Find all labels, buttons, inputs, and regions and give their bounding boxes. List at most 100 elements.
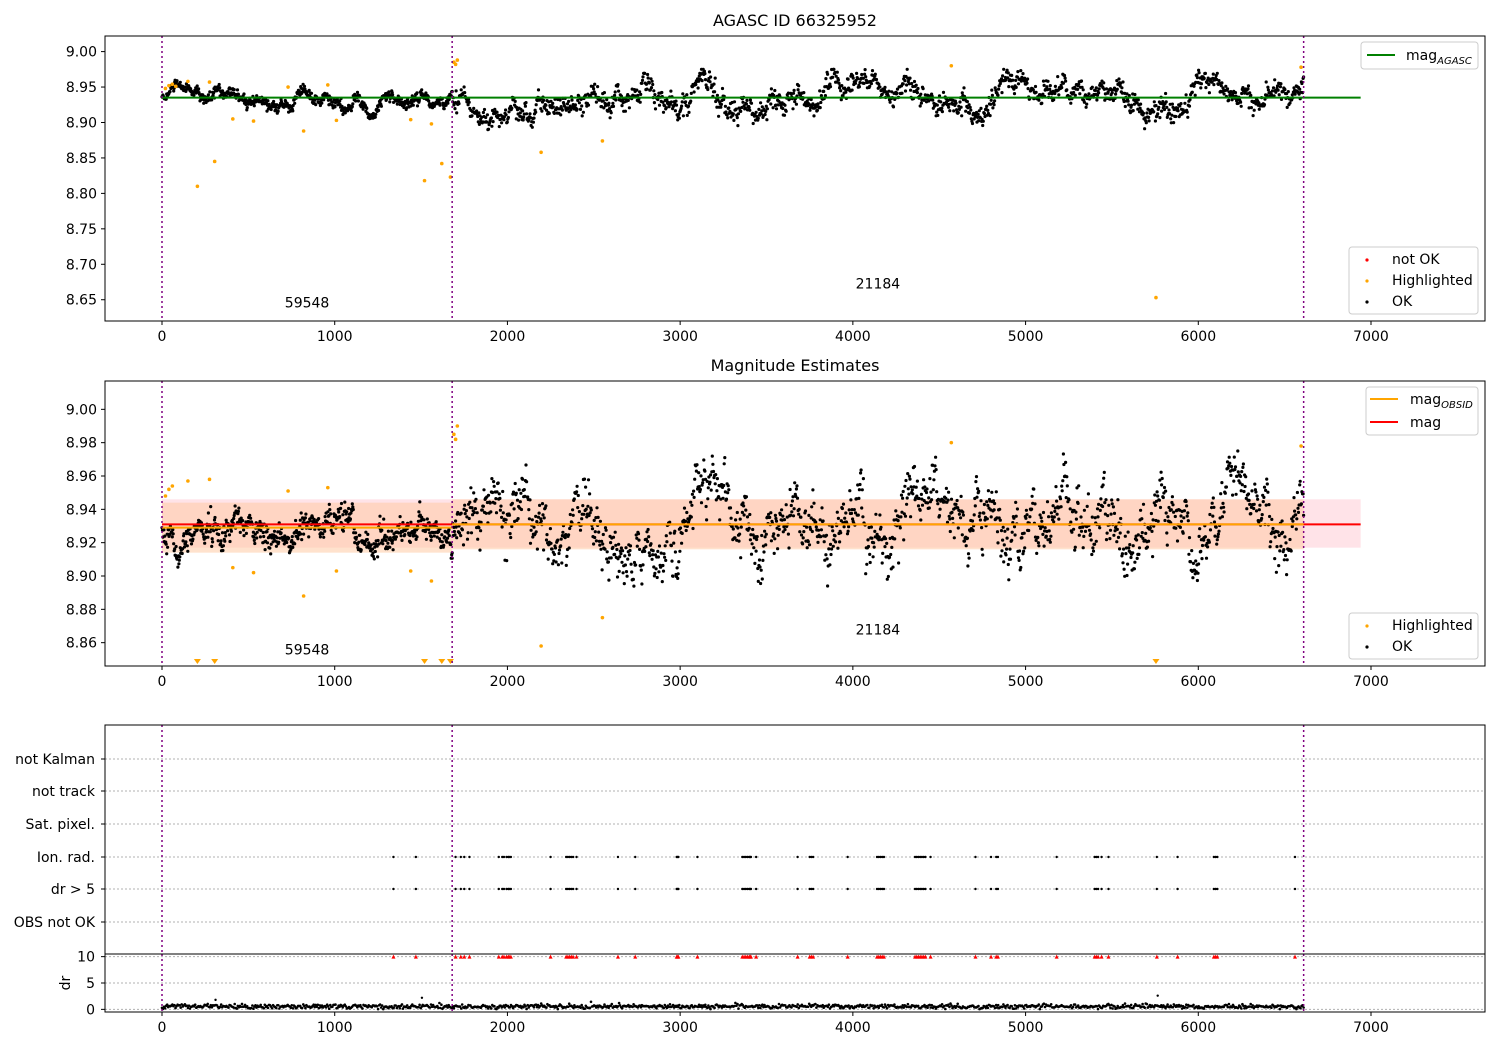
ok-point [427, 99, 431, 103]
ok-point [699, 501, 704, 505]
ok-point [453, 533, 457, 537]
ok-point [186, 549, 190, 553]
ok-point [594, 539, 599, 543]
ok-point [969, 117, 973, 121]
ok-point [429, 535, 434, 539]
ok-point [1049, 534, 1053, 538]
ok-point [1137, 546, 1142, 550]
ok-point [1055, 499, 1059, 503]
ok-point [718, 518, 722, 522]
ok-point [1040, 101, 1044, 105]
ok-point [1160, 109, 1164, 113]
ok-point [1273, 557, 1277, 561]
ok-point [947, 102, 951, 106]
ok-point [519, 491, 523, 495]
ok-point [1033, 84, 1038, 89]
ok-point [177, 562, 181, 566]
ok-point [1060, 484, 1064, 488]
ok-point [1079, 515, 1083, 519]
ok-point [604, 528, 608, 532]
ok-point [821, 519, 825, 523]
ok-point [287, 536, 291, 540]
ok-point [684, 100, 688, 104]
ok-point [839, 531, 843, 535]
ok-point [1250, 489, 1254, 493]
ok-point [220, 89, 225, 93]
ok-point [1222, 92, 1226, 96]
ok-point [333, 105, 337, 109]
ok-point [1244, 475, 1248, 479]
ok-point [613, 93, 617, 97]
ok-point [411, 103, 415, 107]
ok-point [272, 529, 277, 533]
ok-point [626, 557, 630, 561]
dr-point [376, 1007, 380, 1011]
ok-point [947, 105, 951, 109]
ok-point [237, 506, 241, 510]
ok-point [606, 560, 611, 564]
ok-point [437, 537, 442, 541]
legend-box [1360, 41, 1479, 70]
ok-point [1078, 92, 1082, 96]
dr-point [275, 1006, 278, 1010]
ok-point [624, 546, 628, 550]
ok-point [1199, 86, 1203, 90]
ok-point [690, 503, 694, 507]
ok-point [687, 110, 691, 114]
ok-point [899, 493, 904, 497]
ok-point [1219, 84, 1223, 88]
ok-point [253, 541, 257, 546]
ok-point [1229, 464, 1234, 469]
ok-point [185, 544, 189, 548]
ok-point [531, 120, 536, 124]
ok-point [1151, 555, 1155, 559]
ok-point [244, 531, 248, 536]
ok-point [1070, 530, 1074, 534]
flag-point [1176, 887, 1179, 891]
x-tick-label: 2000 [490, 674, 526, 690]
ok-point [195, 84, 199, 88]
ok-point [940, 106, 944, 110]
dr-point [589, 1000, 593, 1004]
ok-point [402, 105, 406, 110]
ok-point [629, 562, 633, 566]
ok-point [219, 542, 223, 546]
ok-point [603, 547, 607, 551]
ok-point [302, 84, 307, 88]
ok-point [291, 545, 295, 550]
ok-point [168, 532, 172, 537]
ok-point [998, 518, 1002, 522]
ok-point [907, 492, 911, 496]
ok-point [467, 97, 471, 102]
ok-point [171, 532, 175, 536]
ok-point [638, 100, 642, 104]
ok-point [580, 114, 584, 118]
ok-point [1024, 516, 1028, 520]
ok-point [924, 490, 929, 495]
ok-point [1153, 503, 1157, 507]
ok-point [834, 74, 838, 78]
ok-point [857, 85, 862, 89]
dr-point [405, 1004, 409, 1007]
legend-label-ok: OK [1392, 294, 1413, 310]
ok-point [898, 526, 902, 530]
ok-point [382, 517, 386, 521]
ok-point [760, 533, 764, 538]
ok-point [1207, 82, 1211, 87]
ok-point [511, 490, 516, 494]
ok-point [696, 86, 700, 90]
ok-point [773, 88, 777, 93]
ok-point [285, 540, 289, 545]
ok-point [447, 528, 451, 532]
ok-point [592, 518, 596, 523]
ok-point [713, 482, 717, 486]
ok-point [192, 533, 196, 537]
x-tick-label: 2000 [490, 329, 526, 345]
ok-point [1242, 489, 1246, 494]
ok-point [524, 463, 528, 467]
ok-point [1042, 544, 1046, 548]
highlighted-point [422, 178, 427, 183]
ok-point [552, 552, 557, 557]
ok-point [313, 98, 317, 102]
ok-point [689, 91, 693, 95]
